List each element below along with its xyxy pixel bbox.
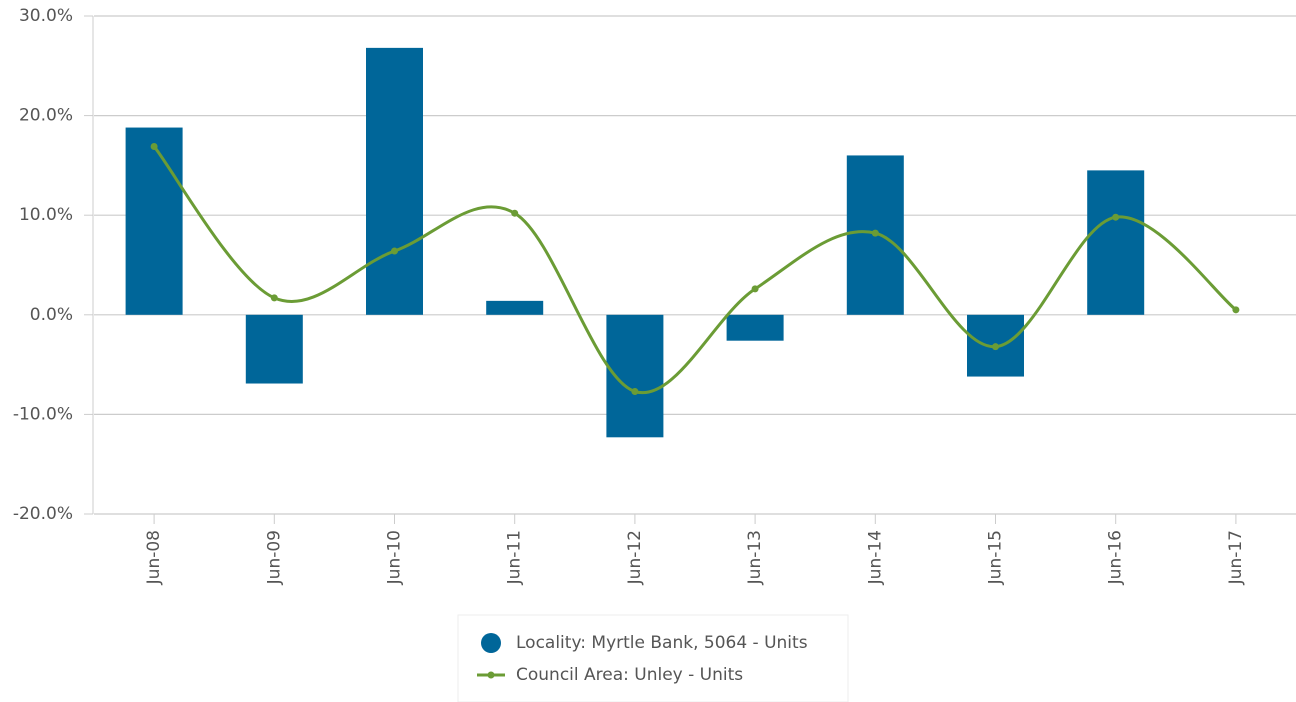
- x-tick-label: Jun-16: [1106, 530, 1126, 585]
- x-tick-label: Jun-17: [1226, 530, 1246, 585]
- line-point: [992, 343, 999, 351]
- bar: [125, 127, 183, 315]
- bar: [726, 314, 784, 341]
- line-point: [150, 142, 158, 150]
- line-point: [270, 294, 278, 302]
- line-point: [1232, 306, 1240, 314]
- x-tick-label: Jun-08: [144, 530, 164, 585]
- line-point: [871, 229, 879, 237]
- x-tick-label: Jun-15: [986, 530, 1006, 585]
- legend-label: Locality: Myrtle Bank, 5064 - Units: [516, 633, 808, 653]
- legend-label: Council Area: Unley - Units: [516, 665, 743, 685]
- bar: [366, 47, 423, 315]
- bar: [1087, 170, 1145, 315]
- line-point: [751, 285, 759, 293]
- x-tick-label: Jun-11: [505, 530, 525, 585]
- y-tick-label: 30.0%: [19, 6, 73, 26]
- y-tick-label: 20.0%: [19, 106, 73, 126]
- line-point: [1112, 213, 1120, 221]
- line: [152, 145, 1237, 395]
- x-tick-label: Jun-09: [264, 530, 284, 585]
- y-tick-label: 10.0%: [19, 205, 73, 225]
- bar: [245, 314, 303, 384]
- x-tick-label: Jun-13: [745, 530, 765, 585]
- legend-box: [457, 614, 849, 702]
- y-tick-label: 0.0%: [30, 305, 73, 325]
- legend-marker: [487, 671, 495, 679]
- x-tick-label: Jun-14: [865, 530, 885, 585]
- line-point: [631, 387, 639, 395]
- line-point: [391, 247, 398, 255]
- bar: [486, 300, 544, 315]
- x-tick-label: Jun-10: [385, 530, 405, 585]
- line-point: [511, 209, 519, 217]
- legend-marker: [481, 633, 501, 653]
- y-tick-label: -10.0%: [13, 404, 73, 424]
- y-tick-label: -20.0%: [13, 504, 73, 524]
- x-tick-label: Jun-12: [625, 530, 645, 585]
